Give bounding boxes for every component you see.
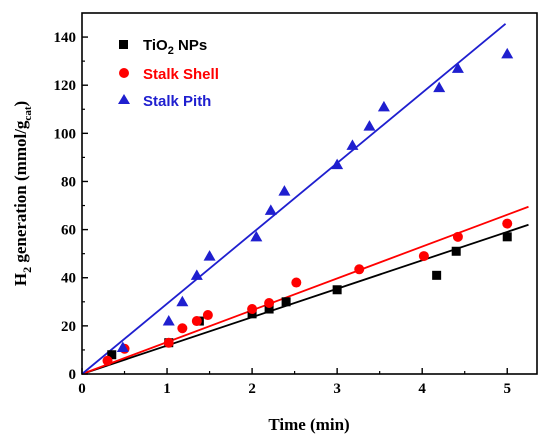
data-point-triangle	[190, 269, 203, 280]
data-point-square	[502, 232, 512, 242]
data-point-triangle	[264, 204, 277, 215]
data-point-triangle	[363, 120, 376, 131]
y-axis-title-sub2: cat	[22, 106, 34, 120]
data-point-circle	[502, 218, 513, 229]
data-point-triangle	[116, 341, 129, 353]
y-tick-label: 120	[54, 78, 77, 94]
y-axis: 0 20 40 60 80 100 120 140	[54, 30, 88, 383]
data-point-square	[451, 246, 461, 256]
fit-line-1	[81, 205, 529, 375]
legend: TiO2 NPs Stalk Shell Stalk Pith	[118, 37, 219, 110]
y-tick-label: 80	[61, 174, 76, 190]
data-point-circle	[102, 355, 113, 366]
data-point-circle	[163, 337, 174, 348]
data-point-square	[281, 297, 291, 307]
data-point-triangle	[346, 139, 359, 150]
legend-marker-tio2	[119, 40, 128, 49]
data-point-triangle	[203, 250, 216, 261]
x-tick-label: 1	[163, 381, 171, 397]
fit-line-2	[81, 23, 507, 375]
x-axis: 0 1 2 3 4 5	[78, 368, 511, 397]
x-tick-label: 3	[333, 381, 341, 397]
data-point-square	[264, 304, 274, 314]
data-point-triangle	[176, 295, 189, 307]
legend-label-tio2: TiO2 NPs	[143, 37, 207, 57]
data-point-triangle	[433, 81, 446, 93]
x-tick-label: 2	[248, 381, 256, 397]
y-axis-title-sub1: 2	[20, 267, 34, 273]
y-tick-label: 60	[61, 223, 76, 239]
x-tick-label: 5	[503, 381, 511, 397]
legend-label-tio2-main: TiO	[143, 37, 168, 54]
data-point-square	[332, 285, 342, 295]
data-point-triangle	[331, 158, 344, 170]
data-point-circle	[452, 231, 463, 242]
y-tick-label: 40	[61, 271, 76, 287]
data-point-circle	[191, 316, 202, 327]
plot-frame	[81, 12, 538, 375]
legend-label-tio2-end: NPs	[174, 37, 207, 54]
data-point-square	[107, 350, 117, 360]
data-point-triangle	[377, 100, 390, 112]
data-point-circle	[354, 264, 365, 275]
fit-line-0	[81, 223, 529, 375]
legend-marker-stalk-shell	[119, 68, 129, 78]
x-axis-title: Time (min)	[268, 415, 349, 434]
data-point-triangle	[501, 47, 514, 59]
y-axis-title-mid: generation (mmol/g	[11, 120, 30, 267]
y-axis-title-end: )	[11, 101, 30, 107]
x-tick-label: 4	[418, 381, 426, 397]
data-point-triangle	[451, 62, 464, 73]
data-point-circle	[264, 298, 275, 309]
y-axis-title-main: H	[11, 273, 30, 286]
y-tick-label: 20	[61, 319, 76, 335]
data-point-circle	[418, 251, 429, 262]
legend-label-stalk-pith: Stalk Pith	[143, 93, 211, 110]
y-tick-label: 100	[54, 126, 77, 142]
data-point-triangle	[250, 230, 263, 242]
data-point-circle	[177, 323, 188, 334]
data-markers	[102, 47, 514, 366]
legend-label-tio2-sub: 2	[168, 45, 174, 57]
y-axis-title: H2 generation (mmol/gcat)	[11, 101, 34, 286]
y-tick-label: 0	[69, 367, 77, 383]
data-point-circle	[202, 310, 213, 321]
y-tick-label: 140	[54, 30, 77, 46]
data-point-circle	[291, 277, 302, 288]
data-point-triangle	[278, 185, 291, 196]
legend-marker-stalk-pith	[118, 94, 130, 104]
plot-area	[81, 12, 538, 375]
legend-label-stalk-shell: Stalk Shell	[143, 66, 219, 83]
data-point-circle	[247, 304, 258, 315]
x-tick-label: 0	[78, 381, 86, 397]
data-point-triangle	[162, 315, 175, 326]
data-point-square	[432, 270, 442, 280]
